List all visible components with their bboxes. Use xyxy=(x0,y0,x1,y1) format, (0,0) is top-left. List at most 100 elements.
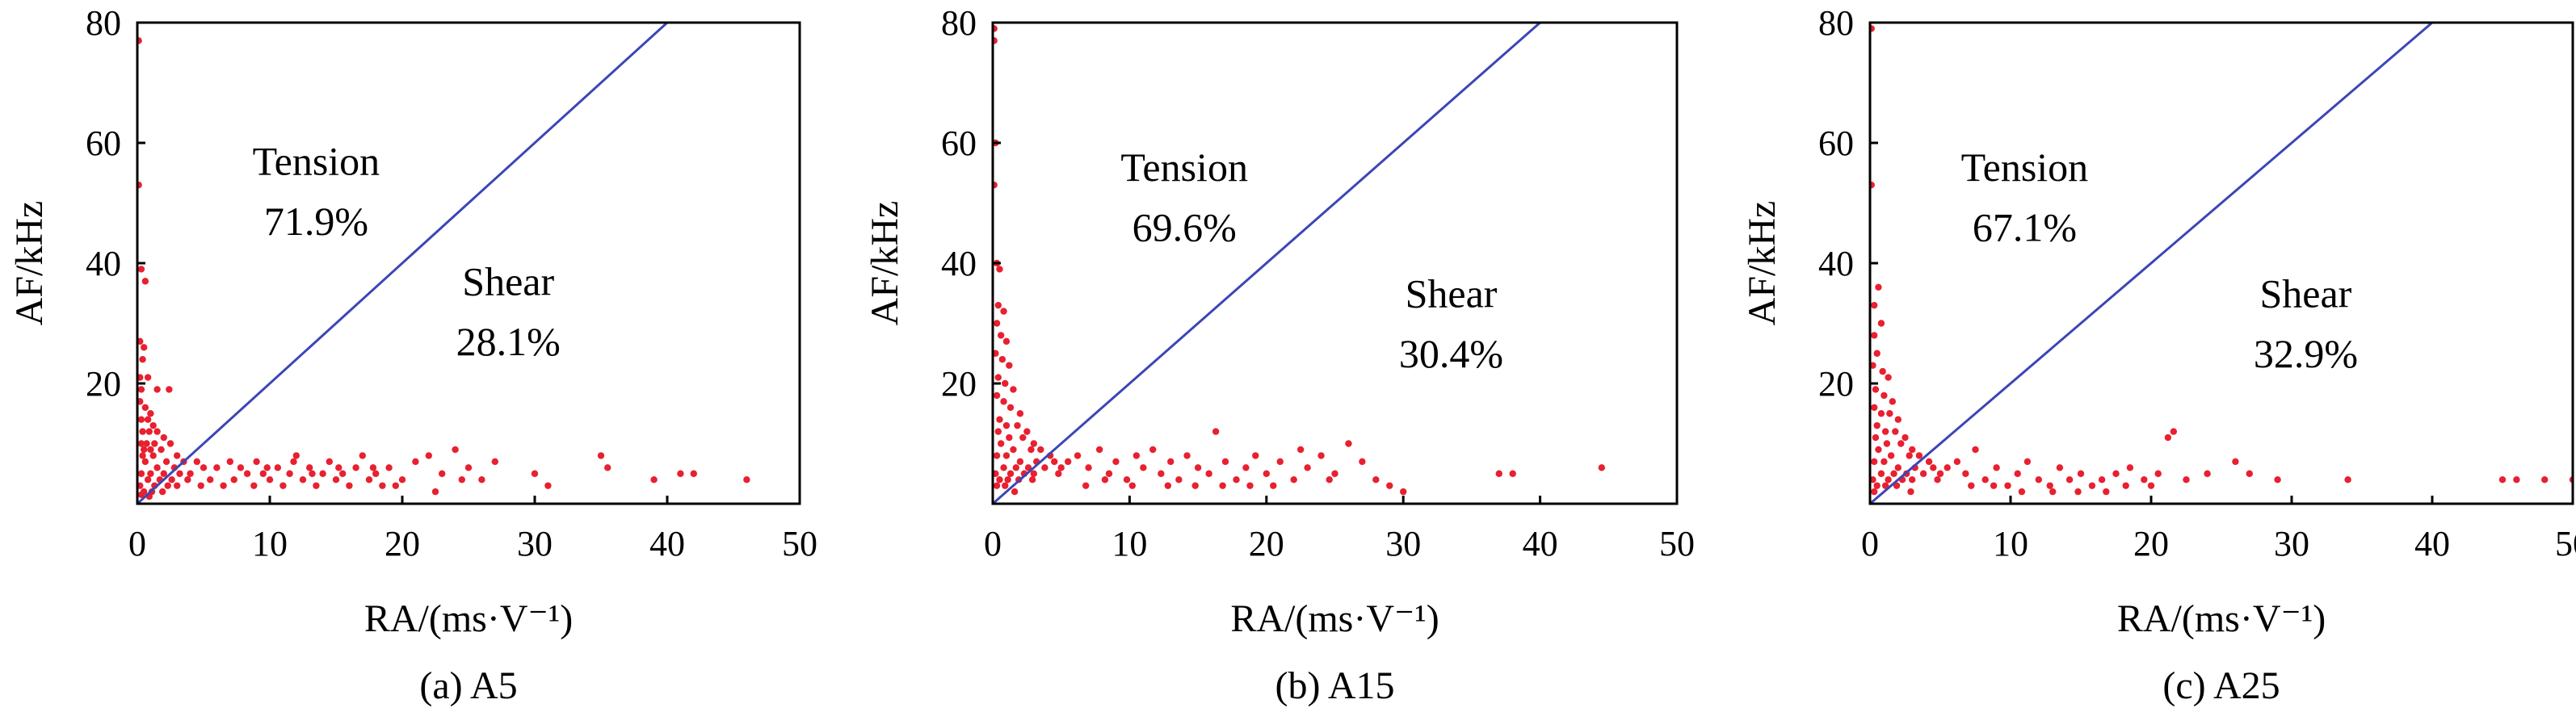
data-point xyxy=(379,482,386,489)
data-point xyxy=(1024,464,1032,471)
data-point xyxy=(996,266,1003,273)
annotation-label: 32.9% xyxy=(2254,331,2358,376)
data-point xyxy=(243,470,251,477)
data-point xyxy=(1101,476,1109,484)
data-point xyxy=(1990,482,1998,489)
data-point xyxy=(309,470,316,477)
data-point xyxy=(184,476,191,484)
data-point xyxy=(137,470,145,477)
data-point xyxy=(2049,488,2057,496)
data-point xyxy=(1149,446,1157,454)
data-point xyxy=(439,470,446,477)
data-point xyxy=(144,416,152,423)
x-tick-label: 50 xyxy=(1659,524,1695,563)
data-point xyxy=(137,266,145,273)
data-point xyxy=(1893,482,1901,489)
annotation-label: Shear xyxy=(462,258,554,304)
data-point xyxy=(332,476,340,484)
panel-caption: (c) A25 xyxy=(2162,664,2280,707)
data-point xyxy=(151,440,158,447)
data-point xyxy=(1598,464,1606,471)
data-point xyxy=(1872,433,1880,442)
data-point xyxy=(137,398,144,405)
data-point xyxy=(1885,476,1892,484)
data-point xyxy=(168,476,175,484)
y-tick-label: 20 xyxy=(86,364,121,404)
y-tick-label: 80 xyxy=(86,3,121,43)
x-tick-label: 50 xyxy=(782,524,817,563)
annotation-label: 67.1% xyxy=(1973,204,2077,249)
x-tick-label: 10 xyxy=(1993,524,2028,563)
chart-panel-2: 0 10 20 30 40 50 20 40 60 80 Tension 69.6% Shear 30.4… xyxy=(864,3,1695,707)
data-point xyxy=(259,470,267,477)
data-point xyxy=(1051,458,1058,466)
data-point xyxy=(597,452,605,459)
data-point xyxy=(1123,476,1131,484)
data-point xyxy=(2232,458,2239,466)
data-point xyxy=(425,452,432,459)
data-point xyxy=(263,464,271,471)
x-tick-label: 30 xyxy=(2274,524,2309,563)
data-point xyxy=(993,392,1001,400)
y-tick-label: 80 xyxy=(1818,3,1854,43)
data-point xyxy=(1074,452,1082,459)
data-point xyxy=(478,476,485,484)
x-tick-label: 30 xyxy=(517,524,553,563)
data-point xyxy=(176,470,183,477)
data-point xyxy=(1877,320,1885,327)
data-point xyxy=(1359,458,1366,466)
data-point xyxy=(604,464,611,471)
data-point xyxy=(266,476,274,484)
data-point xyxy=(365,476,373,484)
data-point xyxy=(2274,476,2281,484)
data-point xyxy=(2541,476,2549,484)
data-point xyxy=(369,464,377,471)
data-point xyxy=(1885,374,1892,381)
data-point xyxy=(1881,392,1888,400)
data-point xyxy=(1881,458,1888,466)
data-point xyxy=(1894,416,1902,423)
y-tick-label: 40 xyxy=(941,244,977,283)
y-axis-label: AF/kHz xyxy=(8,201,51,326)
y-tick-label: 80 xyxy=(941,3,977,43)
data-point xyxy=(1889,398,1897,405)
data-point xyxy=(1023,428,1031,435)
data-point xyxy=(2004,482,2011,489)
data-point xyxy=(996,476,1003,484)
data-point xyxy=(352,464,359,471)
x-tick-label: 30 xyxy=(1385,524,1421,563)
annotation-label: 30.4% xyxy=(1399,331,1503,376)
data-point xyxy=(230,476,237,484)
data-point xyxy=(2018,488,2026,496)
data-point xyxy=(1953,458,1961,466)
data-point xyxy=(1873,482,1881,489)
annotation-label: Shear xyxy=(1406,270,1498,316)
data-point xyxy=(1936,470,1944,477)
x-tick-label: 10 xyxy=(1112,524,1147,563)
data-point xyxy=(1212,428,1220,435)
y-tick-label: 60 xyxy=(1818,124,1854,163)
data-point xyxy=(1906,452,1913,459)
data-point xyxy=(431,488,439,496)
data-point xyxy=(650,476,658,484)
data-point xyxy=(1372,476,1380,484)
data-point xyxy=(139,428,146,435)
y-tick-label: 60 xyxy=(86,124,121,163)
data-point xyxy=(2246,470,2253,477)
data-point xyxy=(458,476,465,484)
data-point xyxy=(1875,283,1882,291)
data-point xyxy=(149,421,157,429)
data-point xyxy=(137,386,145,393)
annotation-label: Tension xyxy=(1961,144,2089,190)
x-tick-label: 0 xyxy=(128,524,146,563)
data-point xyxy=(1011,488,1019,496)
x-tick-label: 40 xyxy=(2414,524,2450,563)
data-point xyxy=(1873,421,1881,429)
data-point xyxy=(2154,470,2162,477)
data-point xyxy=(253,458,260,466)
y-tick-label: 60 xyxy=(941,124,977,163)
data-point xyxy=(1191,482,1199,489)
data-point xyxy=(174,482,181,489)
data-point xyxy=(149,452,157,459)
data-point xyxy=(141,446,148,454)
